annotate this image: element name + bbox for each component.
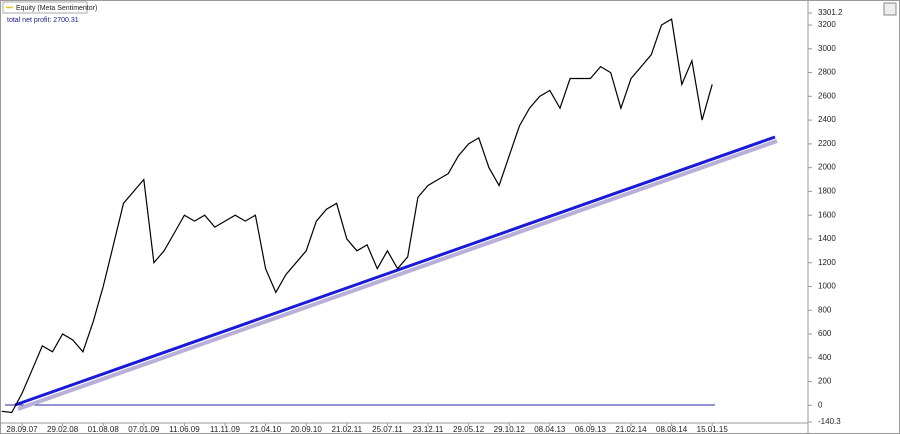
x-tick-label: 23.12.11 <box>413 425 444 434</box>
settings-icon[interactable] <box>883 2 897 16</box>
y-tick-label: 1200 <box>818 258 836 267</box>
x-tick-label: 21.04.10 <box>250 425 282 434</box>
legend: Equity (Meta Sentimentor) <box>2 1 97 14</box>
equity-line <box>1 18 713 414</box>
y-tick-label: 2400 <box>818 115 836 124</box>
y-tick-label: 1400 <box>818 234 836 243</box>
y-tick-label: 2600 <box>818 91 836 100</box>
annotation: total net profit: 2700.31 <box>7 17 79 24</box>
y-tick-label: 3301.2 <box>818 8 843 17</box>
y-tick-label: 0 <box>818 400 823 409</box>
y-tick-label: 1000 <box>818 282 836 291</box>
y-tick-label: 2200 <box>818 139 836 148</box>
x-tick-label: 29.10.12 <box>494 425 526 434</box>
x-tick-label: 28.09.07 <box>6 425 38 434</box>
y-tick-label: 3000 <box>818 44 836 53</box>
x-tick-label: 06.09.13 <box>575 425 607 434</box>
y-tick-label: 200 <box>818 377 832 386</box>
x-tick-label: 07.01.09 <box>128 425 160 434</box>
trendline <box>14 135 776 407</box>
legend-box <box>2 1 88 14</box>
x-tick-label: 01.08.08 <box>88 425 120 434</box>
y-tick-label: 2800 <box>818 68 836 77</box>
x-tick-label: 20.09.10 <box>291 425 323 434</box>
x-tick-label: 21.02.14 <box>615 425 647 434</box>
y-tick-label: 1600 <box>818 210 836 219</box>
x-tick-label: 15.01.15 <box>697 425 729 434</box>
x-tick-label: 08.08.14 <box>656 425 688 434</box>
x-tick-label: 08.04.13 <box>534 425 566 434</box>
x-tick-label: 11.06.09 <box>169 425 200 434</box>
y-tick-label: 3200 <box>818 20 836 29</box>
y-tick-label: 400 <box>818 353 832 362</box>
x-tick-label: 11.11.09 <box>210 425 241 434</box>
x-tick-label: 29.02.08 <box>47 425 79 434</box>
x-tick-label: 29.05.12 <box>453 425 485 434</box>
x-tick-label: 21.02.11 <box>332 425 363 434</box>
y-tick-label: -140.3 <box>818 417 841 426</box>
y-tick-label: 600 <box>818 329 832 338</box>
y-tick-label: 2000 <box>818 163 836 172</box>
x-tick-label: 25.07.11 <box>372 425 403 434</box>
y-tick-label: 1800 <box>818 187 836 196</box>
legend-label: Equity (Meta Sentimentor) <box>16 5 97 12</box>
y-tick-label: 800 <box>818 305 832 314</box>
trendline-shadow <box>17 139 778 411</box>
